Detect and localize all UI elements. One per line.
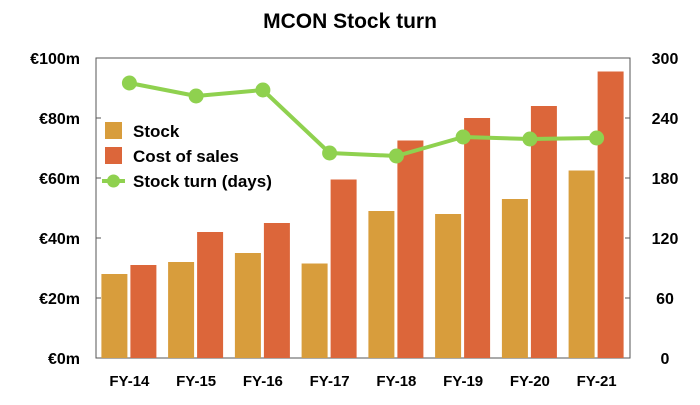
stock-turn-point bbox=[589, 130, 605, 146]
x-tick-label: FY-14 bbox=[109, 373, 150, 390]
bar-cost-of-sales-fy-15 bbox=[197, 232, 224, 358]
legend-marker-stock-turn-days bbox=[107, 174, 120, 188]
bar-stock-fy-18 bbox=[368, 211, 395, 358]
plot-frame bbox=[95, 57, 631, 359]
bar-stock-fy-15 bbox=[168, 262, 195, 358]
y-left-tick-label: €60m bbox=[39, 171, 80, 188]
stock-turn-line bbox=[129, 81, 597, 158]
legend-swatch-cost-of-sales bbox=[105, 147, 122, 164]
y-right-tick-label: 300 bbox=[652, 51, 679, 68]
bar-cost-of-sales-fy-20 bbox=[530, 106, 557, 358]
bar-cost-of-sales-fy-21 bbox=[597, 71, 624, 358]
bar-stock-fy-17 bbox=[301, 263, 328, 358]
stock-turn-point bbox=[455, 129, 471, 145]
bar-stock-fy-21 bbox=[568, 170, 595, 358]
bar-cost-of-sales-fy-18 bbox=[397, 140, 424, 358]
chart-title: MCON Stock turn bbox=[263, 10, 437, 33]
x-tick-label: FY-19 bbox=[443, 373, 483, 390]
x-tick-label: FY-16 bbox=[243, 373, 283, 390]
y-right-tick-label: 60 bbox=[656, 291, 674, 308]
bar-cost-of-sales-fy-19 bbox=[464, 118, 491, 358]
x-tick-label: FY-21 bbox=[577, 373, 617, 390]
y-left-tick-label: €0m bbox=[48, 351, 80, 368]
x-tick-label: FY-17 bbox=[310, 373, 350, 390]
legend-label-stock-turn-days: Stock turn (days) bbox=[133, 172, 272, 191]
legend-label-cost-of-sales: Cost of sales bbox=[133, 147, 239, 166]
y-left-tick-label: €40m bbox=[39, 231, 80, 248]
bar-stock-fy-16 bbox=[234, 253, 261, 358]
y-left-tick-label: €100m bbox=[30, 51, 80, 68]
x-tick-label: FY-15 bbox=[176, 373, 216, 390]
stock-turn-point bbox=[255, 82, 271, 98]
legend-swatch-stock bbox=[105, 122, 122, 139]
bar-cost-of-sales-fy-16 bbox=[263, 223, 290, 358]
stock-turn-point bbox=[322, 145, 338, 161]
legend-label-stock: Stock bbox=[133, 122, 180, 141]
stock-turn-point bbox=[121, 75, 137, 91]
y-right-tick-label: 120 bbox=[652, 231, 679, 248]
y-left-tick-label: €80m bbox=[39, 111, 80, 128]
y-right-tick-label: 240 bbox=[652, 111, 679, 128]
bar-stock-fy-20 bbox=[501, 199, 528, 358]
y-right-tick-label: 180 bbox=[652, 171, 679, 188]
bar-cost-of-sales-fy-17 bbox=[330, 179, 357, 358]
stock-turn-point bbox=[522, 131, 538, 147]
x-tick-label: FY-20 bbox=[510, 373, 550, 390]
bar-stock-fy-19 bbox=[435, 214, 462, 358]
y-right-tick-label: 0 bbox=[661, 351, 670, 368]
x-tick-label: FY-18 bbox=[376, 373, 416, 390]
stock-turn-point bbox=[188, 88, 204, 104]
y-left-tick-label: €20m bbox=[39, 291, 80, 308]
stock-turn-point bbox=[388, 148, 404, 164]
bar-stock-fy-14 bbox=[101, 274, 128, 358]
bar-cost-of-sales-fy-14 bbox=[130, 265, 157, 358]
